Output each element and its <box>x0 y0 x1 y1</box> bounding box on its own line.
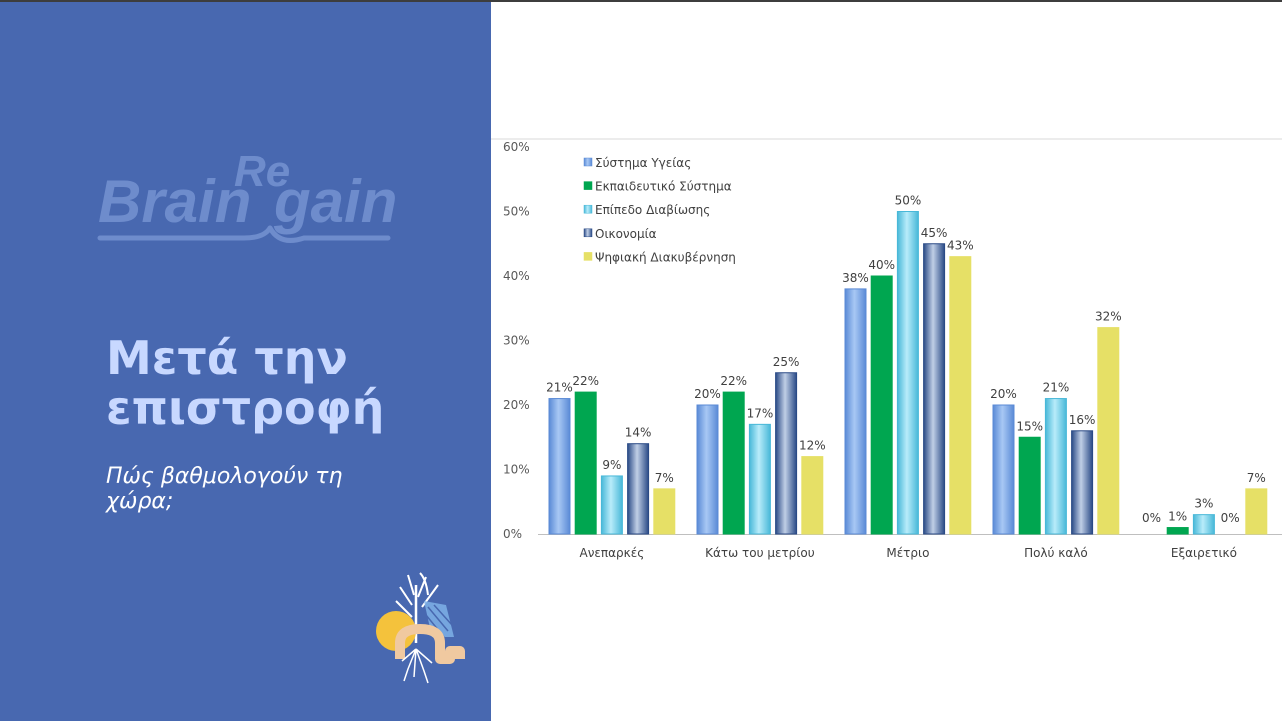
data-label: 17% <box>747 406 774 420</box>
data-label: 15% <box>1016 419 1043 433</box>
data-label: 45% <box>921 226 948 240</box>
data-label: 14% <box>625 426 652 440</box>
data-label: 20% <box>694 387 721 401</box>
data-label: 20% <box>990 387 1017 401</box>
data-label: 22% <box>720 374 747 388</box>
legend-label: Επίπεδο Διαβίωσης <box>595 203 710 217</box>
data-label: 12% <box>799 439 826 453</box>
bar <box>844 288 867 535</box>
x-tick-label: Ανεπαρκές <box>580 546 645 560</box>
legend-swatch <box>583 157 593 167</box>
data-label: 50% <box>895 194 922 208</box>
brainregain-logo: Brain Re gain <box>97 147 397 243</box>
data-label: 3% <box>1194 497 1213 511</box>
data-label: 16% <box>1069 413 1096 427</box>
y-tick-label: 50% <box>503 205 530 219</box>
legend-swatch <box>583 252 593 261</box>
bar <box>1097 327 1120 535</box>
legend-swatch <box>583 228 593 238</box>
data-label: 22% <box>572 374 599 388</box>
bar <box>992 404 1015 535</box>
data-label: 9% <box>602 458 621 472</box>
bar-chart: 0%10%20%30%40%50%60%21% 22%9%14%7%Ανεπαρκ… <box>491 138 1282 560</box>
bar <box>1192 514 1215 535</box>
legend-label: Ψηφιακή Διακυβέρνηση <box>595 250 736 264</box>
bar <box>949 256 972 535</box>
y-tick-label: 60% <box>503 140 530 154</box>
y-tick-label: 20% <box>503 398 530 412</box>
y-tick-label: 10% <box>503 463 530 477</box>
x-tick-label: Εξαιρετικό <box>1171 546 1237 560</box>
legend-swatch <box>583 204 593 214</box>
bar <box>801 456 824 535</box>
x-tick-label: Πολύ καλό <box>1024 546 1088 560</box>
data-label: 32% <box>1095 310 1122 324</box>
bar <box>1044 398 1067 535</box>
bar <box>896 211 919 535</box>
bar <box>627 443 650 535</box>
data-label: 0% <box>1221 511 1240 525</box>
data-label: 21% <box>546 381 573 395</box>
slide-subtitle: Πώς βαθμολογούν τη χώρα; <box>106 464 343 514</box>
legend-swatch <box>583 181 593 190</box>
x-tick-label: Κάτω του μετρίου <box>705 546 815 560</box>
chart-area: 0% 10% 20% 30% 40% 50% 60% 21% 22% 9% 14% 7% Ανεπαρκ… <box>491 0 1282 721</box>
legend-label: Οικονομία <box>595 227 657 241</box>
logo-text-gain: gain <box>273 168 397 235</box>
data-label: 25% <box>773 355 800 369</box>
top-border <box>0 0 1282 2</box>
data-label: 43% <box>947 239 974 253</box>
bar <box>1245 488 1268 535</box>
legend-label: Εκπαιδευτικό Σύστημα <box>595 180 732 194</box>
data-label: 0% <box>1142 511 1161 525</box>
bar <box>870 275 893 535</box>
x-tick-label: Μέτριο <box>886 546 929 560</box>
bar <box>775 372 798 535</box>
data-label: 21% <box>1043 381 1070 395</box>
data-label: 7% <box>1247 471 1266 485</box>
logo-text-brain: Brain <box>98 168 251 235</box>
bar <box>1018 436 1041 535</box>
y-tick-label: 30% <box>503 334 530 348</box>
data-label: 40% <box>868 258 895 272</box>
y-tick-label: 40% <box>503 269 530 283</box>
data-label: 7% <box>655 471 674 485</box>
bar <box>923 243 946 535</box>
legend-label: Σύστημα Υγείας <box>595 156 691 170</box>
data-label: 38% <box>842 271 869 285</box>
slide-title: Μετά την επιστροφή <box>106 331 385 435</box>
bar <box>548 398 571 535</box>
bar <box>574 391 597 535</box>
bar <box>748 423 771 535</box>
plant-sun-arch-icon <box>376 572 465 684</box>
bar <box>1071 430 1094 535</box>
data-label: 1% <box>1168 510 1187 524</box>
bar <box>722 391 745 535</box>
bar <box>696 404 719 535</box>
bar <box>600 475 623 535</box>
bar <box>653 488 676 535</box>
y-tick-label: 0% <box>503 527 522 541</box>
logo-text-re: Re <box>234 147 290 196</box>
bar <box>1166 527 1189 535</box>
